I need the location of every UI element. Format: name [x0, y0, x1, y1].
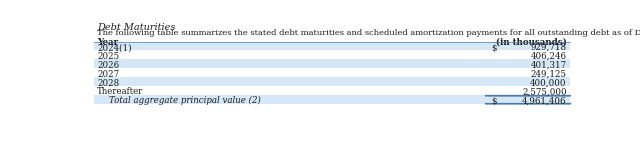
Bar — [94, 59, 570, 68]
Text: The following table summarizes the stated debt maturities and scheduled amortiza: The following table summarizes the state… — [97, 29, 640, 37]
Text: $: $ — [491, 96, 496, 105]
Text: 249,125: 249,125 — [531, 70, 566, 79]
Text: 400,000: 400,000 — [530, 79, 566, 88]
Text: 2028: 2028 — [97, 79, 119, 88]
Text: 2,575,000: 2,575,000 — [522, 87, 566, 96]
Text: 929,718: 929,718 — [531, 43, 566, 52]
Text: 2025: 2025 — [97, 52, 119, 61]
Text: 2024(1): 2024(1) — [97, 43, 132, 52]
Text: Debt Maturities: Debt Maturities — [97, 23, 175, 32]
Text: 4,961,406: 4,961,406 — [522, 96, 566, 105]
Text: Total aggregate principal value (2): Total aggregate principal value (2) — [109, 96, 261, 105]
Text: Year: Year — [97, 38, 118, 47]
Text: $: $ — [491, 43, 496, 52]
Bar — [94, 42, 570, 50]
Text: 401,317: 401,317 — [531, 61, 566, 70]
Text: 2027: 2027 — [97, 70, 119, 79]
Bar — [94, 77, 570, 86]
Text: (in thousands): (in thousands) — [496, 38, 566, 47]
Text: Thereafter: Thereafter — [97, 87, 143, 96]
Bar — [94, 95, 570, 104]
Text: 406,246: 406,246 — [531, 52, 566, 61]
Text: 2026: 2026 — [97, 61, 119, 70]
